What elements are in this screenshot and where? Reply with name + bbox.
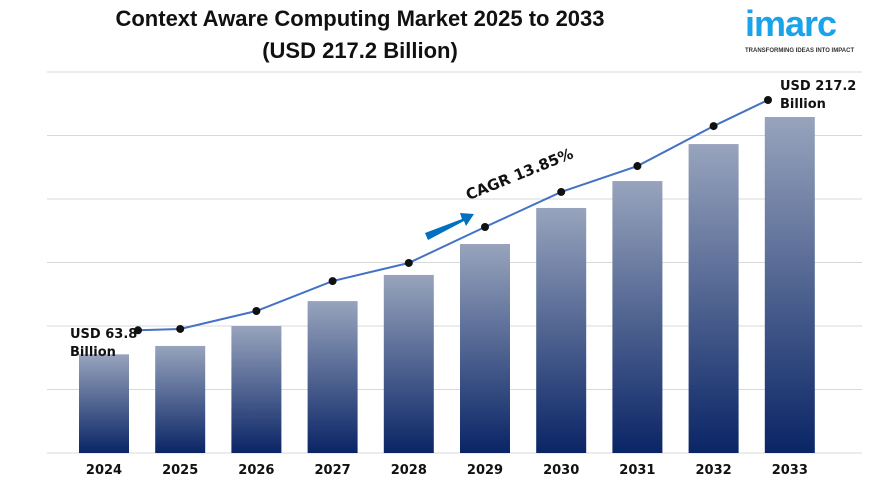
cagr-arrow [425,213,474,240]
trend-marker [328,277,337,286]
trend-marker [481,223,489,232]
end-unit: Billion [780,97,826,112]
trend-marker [764,96,772,104]
x-tick-label: 2025 [162,463,198,478]
chart-title: Context Aware Computing Market 2025 to 2… [115,6,605,31]
chart-subtitle: (USD 217.2 Billion) [262,38,458,63]
bar-2028 [383,274,434,453]
x-tick-label: 2026 [238,463,274,478]
x-tick-label: 2031 [619,463,655,478]
bar-2027 [307,301,358,453]
trend-marker [252,306,261,315]
x-tick-label: 2032 [696,463,732,478]
start-annotation: USD 63.8 Billion [70,326,137,362]
trend-marker [633,162,642,171]
bar-2024 [79,354,129,453]
start-value: USD 63.8 [70,327,138,342]
bar-2033 [764,117,815,453]
bar-2029 [460,244,510,453]
x-tick-label: 2029 [467,463,503,478]
trend-marker [557,187,566,196]
bar-2026 [231,325,282,453]
end-annotation: USD 217.2 Billion [780,78,856,114]
bar-2030 [536,207,587,453]
imarc-logo: imarc TRANSFORMING IDEAS INTO IMPACT [745,4,869,55]
trend-line [137,99,769,332]
x-tick-label: 2027 [315,463,351,478]
bar-2031 [612,181,663,454]
trend-marker [404,258,413,267]
logo-word: imarc [745,3,837,44]
logo-tagline: TRANSFORMING IDEAS INTO IMPACT [745,48,855,54]
trend-marker [134,326,142,335]
x-tick-label: 2024 [86,463,122,478]
trend-marker [176,324,185,333]
trend-marker [709,122,718,131]
x-tick-label: 2033 [772,463,808,478]
start-unit: Billion [70,345,116,360]
x-tick-label: 2028 [391,463,427,478]
x-tick-label: 2030 [543,463,579,478]
end-value: USD 217.2 [780,79,857,94]
bar-2025 [155,345,206,453]
bar-2032 [688,144,739,453]
